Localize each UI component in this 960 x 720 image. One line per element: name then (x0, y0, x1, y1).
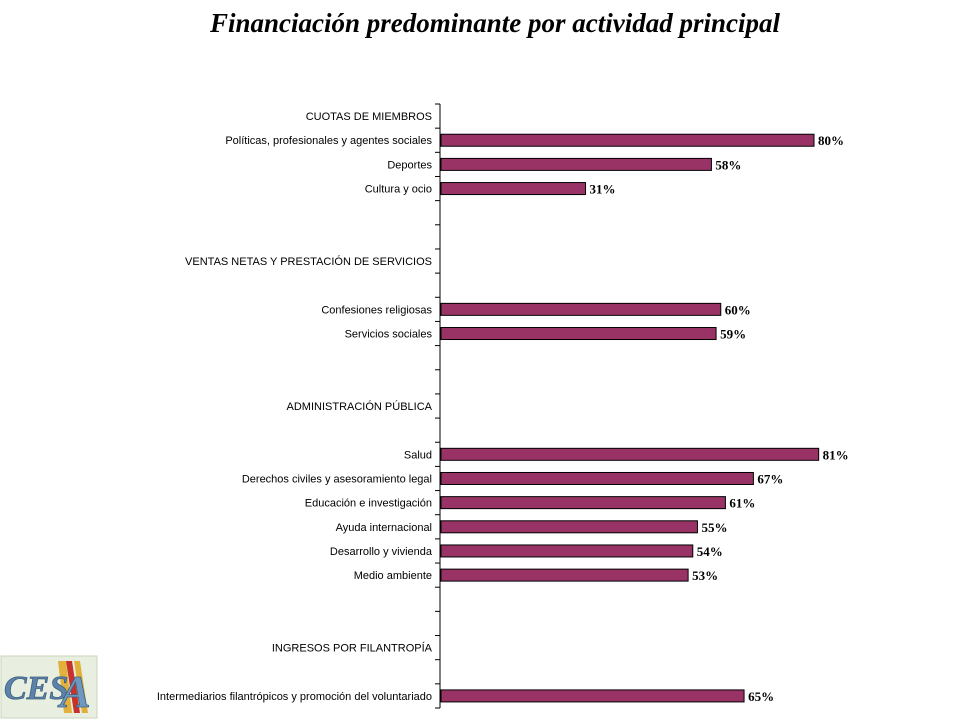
data-label: 81% (823, 447, 849, 462)
bar (440, 447, 820, 461)
bar (440, 568, 689, 582)
data-label: 58% (715, 157, 741, 172)
bar (440, 520, 698, 534)
cesa-logo: CES A (0, 655, 98, 719)
bar (440, 327, 717, 341)
category-label: Medio ambiente (354, 570, 432, 582)
category-label: Confesiones religiosas (321, 304, 432, 316)
chart-title: Financiación predominante por actividad … (209, 8, 781, 38)
data-label: 65% (748, 689, 774, 704)
data-label: 31% (590, 182, 616, 197)
bar (440, 133, 815, 147)
data-label: 67% (757, 471, 783, 486)
category-label: Cultura y ocio (365, 184, 432, 196)
bar (440, 157, 712, 171)
data-label: 53% (692, 568, 718, 583)
category-label: Educación e investigación (305, 498, 432, 510)
data-label: 80% (818, 133, 844, 148)
category-label: VENTAS NETAS Y PRESTACIÓN DE SERVICIOS (185, 255, 432, 268)
svg-text:CES: CES (4, 670, 68, 707)
data-label: 61% (729, 496, 755, 511)
category-label: Servicios sociales (345, 329, 433, 341)
category-label: Deportes (387, 159, 432, 171)
category-label: Desarrollo y vivienda (330, 546, 433, 558)
data-label: 54% (697, 544, 723, 559)
category-label: Ayuda internacional (336, 522, 432, 534)
bar (440, 544, 694, 558)
bar (440, 471, 754, 485)
svg-text:A: A (57, 666, 91, 717)
category-label: Intermediarios filantrópicos y promoción… (157, 691, 432, 703)
category-label: CUOTAS DE MIEMBROS (306, 111, 432, 123)
bar (440, 689, 745, 703)
bar (440, 302, 722, 316)
category-label: INGRESOS POR FILANTROPÍA (272, 642, 433, 655)
bar (440, 496, 726, 510)
category-label: Salud (404, 449, 432, 461)
bar (440, 182, 587, 196)
data-label: 60% (725, 302, 751, 317)
data-label: 59% (720, 327, 746, 342)
category-label: Políticas, profesionales y agentes socia… (225, 135, 432, 147)
category-label: Derechos civiles y asesoramiento legal (242, 473, 432, 485)
category-label: ADMINISTRACIÓN PÚBLICA (287, 400, 433, 413)
data-label: 55% (701, 520, 727, 535)
